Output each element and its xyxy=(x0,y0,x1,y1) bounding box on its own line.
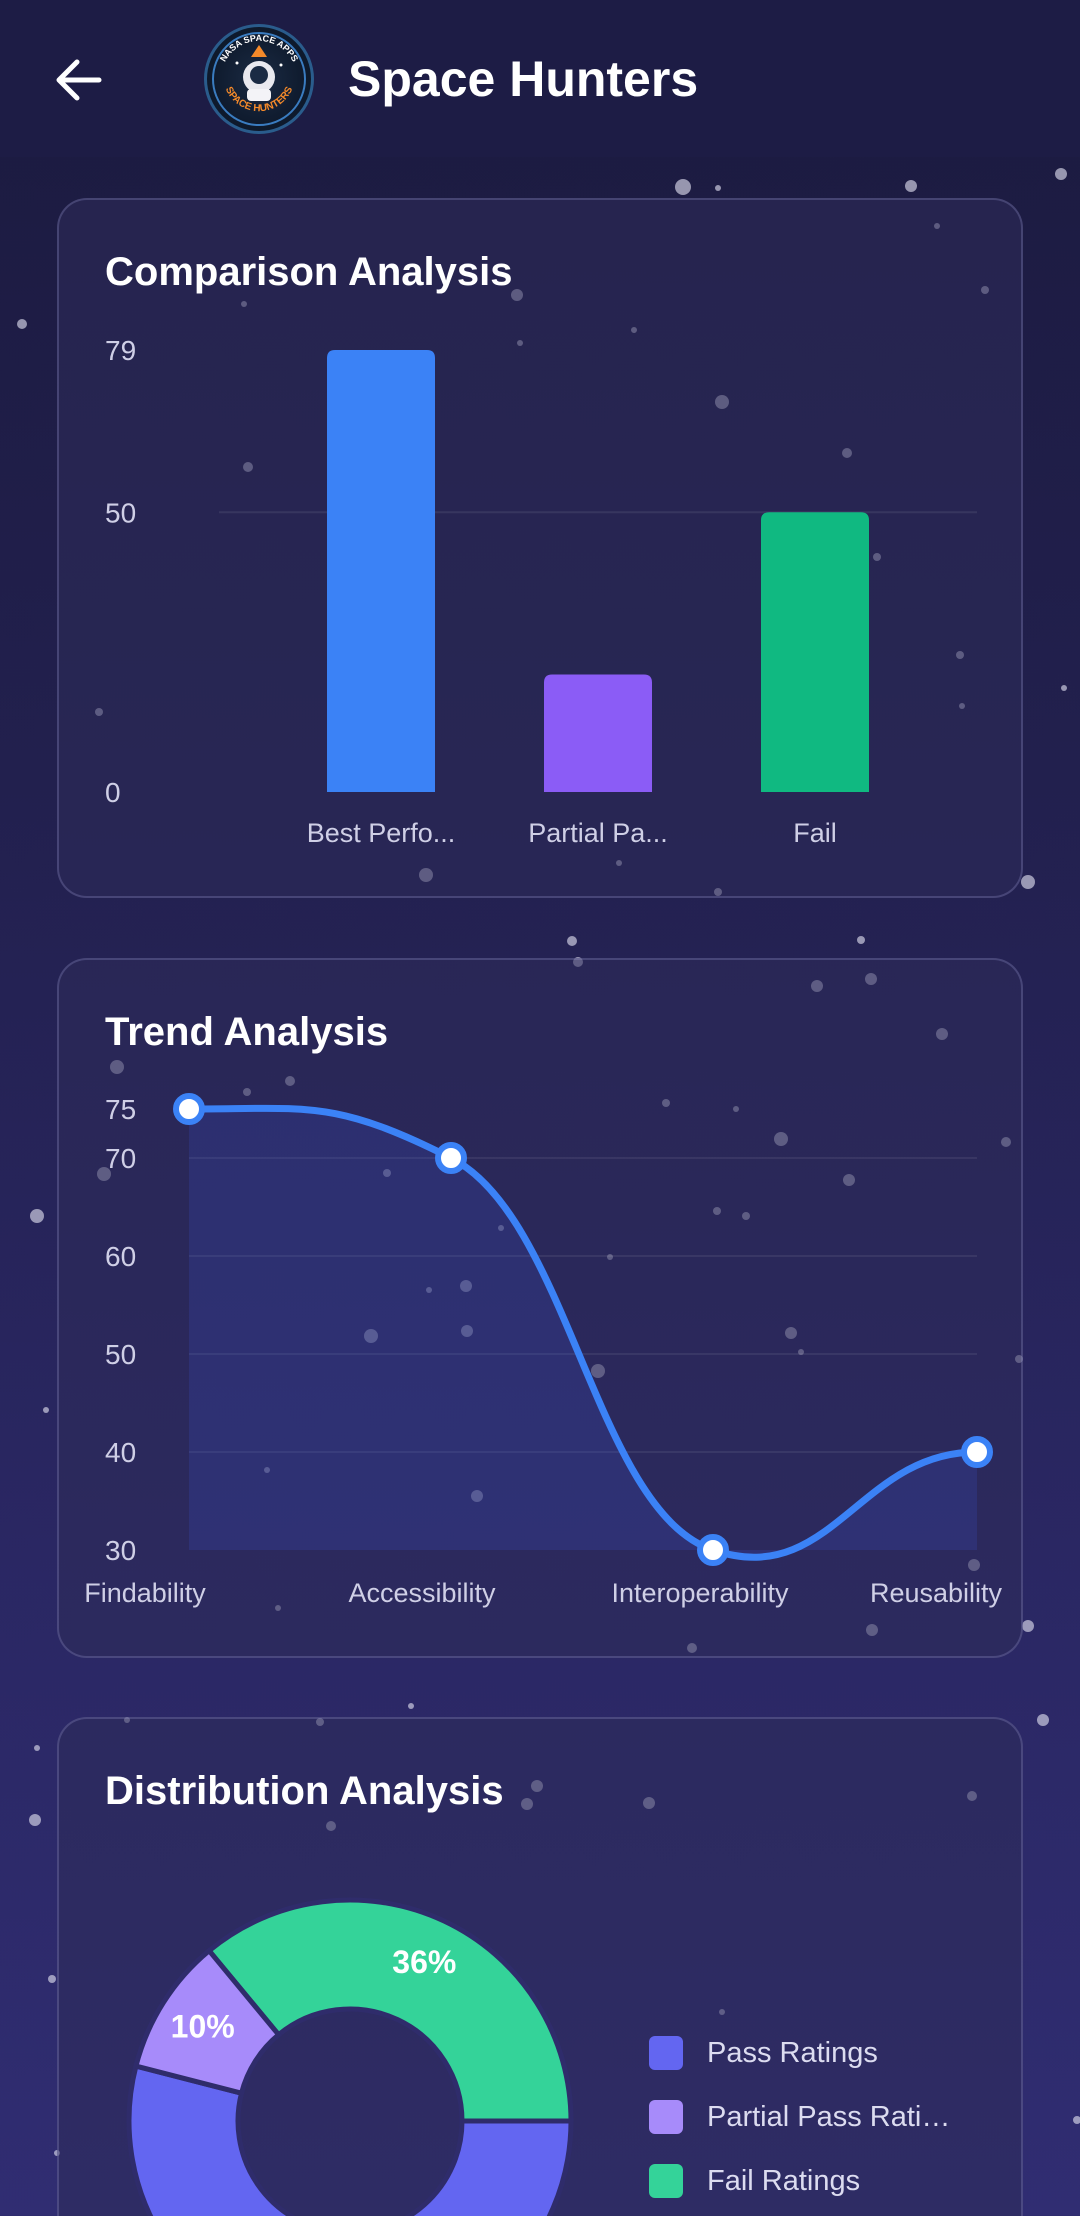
bar[interactable] xyxy=(544,674,652,792)
trend-x-label: Accessibility xyxy=(348,1578,496,1608)
legend-label-partial: Partial Pass Rati… xyxy=(707,2100,951,2133)
trend-x-label: Interoperability xyxy=(611,1578,789,1608)
back-arrow-icon xyxy=(56,59,102,101)
distribution-analysis-card: Distribution Analysis 36% 10% Pass Rating… xyxy=(57,1717,1023,2216)
legend-swatch-fail xyxy=(649,2164,683,2198)
bar-y-tick: 50 xyxy=(105,497,136,528)
trend-point[interactable] xyxy=(697,1534,729,1566)
legend-item-partial: Partial Pass Rati… xyxy=(649,2085,989,2149)
comparison-card-title: Comparison Analysis xyxy=(105,250,513,294)
bar-x-label: Partial Pa... xyxy=(528,818,668,848)
distribution-donut-chart: 36% 10% xyxy=(126,1897,574,2216)
trend-point[interactable] xyxy=(961,1436,993,1468)
donut-slice-label: 10% xyxy=(171,2008,235,2044)
trend-y-tick: 60 xyxy=(105,1241,136,1272)
donut-slice[interactable] xyxy=(132,1947,283,2097)
trend-y-tick: 40 xyxy=(105,1437,136,1468)
legend-swatch-pass xyxy=(649,2036,683,2070)
trend-point[interactable] xyxy=(435,1142,467,1174)
donut-slice[interactable] xyxy=(205,1897,574,2124)
distribution-legend: Pass Ratings Partial Pass Rati… Fail Rat… xyxy=(649,2021,989,2213)
legend-item-pass: Pass Ratings xyxy=(649,2021,989,2085)
legend-item-fail: Fail Ratings xyxy=(649,2149,989,2213)
app-bar: NASA SPACE APPS SPACE HUNTERS Space Hunt… xyxy=(0,0,1080,157)
trend-y-tick: 50 xyxy=(105,1339,136,1370)
trend-y-tick: 70 xyxy=(105,1143,136,1174)
donut-slice-label: 36% xyxy=(392,1944,456,1980)
donut-slice[interactable] xyxy=(126,2062,574,2216)
trend-card-title: Trend Analysis xyxy=(105,1010,389,1054)
trend-y-tick: 30 xyxy=(105,1535,136,1566)
comparison-analysis-card: Comparison Analysis 0 50 79 Best Perfo... Pa… xyxy=(57,198,1023,898)
bar-x-label: Best Perfo... xyxy=(307,818,456,848)
back-button[interactable] xyxy=(46,50,110,110)
trend-area-chart: 30 40 50 60 70 75 Findability Accessibility Inte… xyxy=(84,1093,1003,1608)
trend-analysis-card: Trend Analysis 30 40 50 60 70 75 Findability Ac… xyxy=(57,958,1023,1658)
trend-x-label: Reusability xyxy=(870,1578,1003,1608)
bar-y-tick: 0 xyxy=(105,777,121,808)
bar[interactable] xyxy=(761,512,869,792)
comparison-bar-chart: 0 50 79 Best Perfo... Partial Pa... Fail xyxy=(105,335,977,848)
bar-y-tick: 79 xyxy=(105,335,136,366)
trend-area xyxy=(189,1108,977,1558)
bar[interactable] xyxy=(327,350,435,792)
trend-x-label: Findability xyxy=(84,1578,206,1608)
space-hunters-logo: NASA SPACE APPS SPACE HUNTERS xyxy=(204,24,314,134)
trend-point[interactable] xyxy=(173,1093,205,1125)
legend-label-fail: Fail Ratings xyxy=(707,2164,861,2197)
app-title: Space Hunters xyxy=(348,51,699,107)
legend-swatch-partial xyxy=(649,2100,683,2134)
bar-x-label: Fail xyxy=(793,818,837,848)
trend-y-tick: 75 xyxy=(105,1094,136,1125)
trend-line xyxy=(185,1104,981,1561)
legend-label-pass: Pass Ratings xyxy=(707,2036,878,2069)
distribution-card-title: Distribution Analysis xyxy=(105,1769,504,1813)
